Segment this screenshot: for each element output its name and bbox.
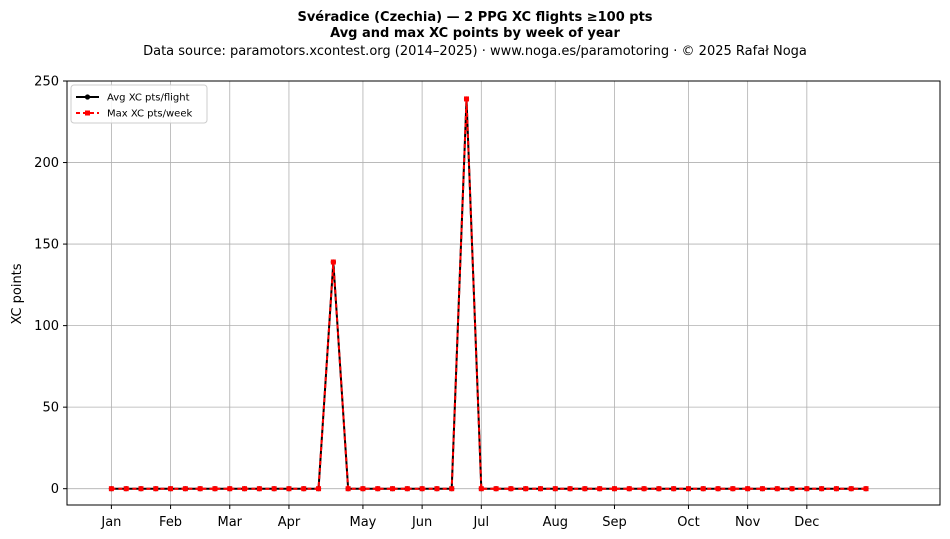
series-1-point-17 xyxy=(360,486,366,492)
legend-box xyxy=(70,84,208,124)
series-1-point-14 xyxy=(316,486,322,492)
legend-label-max: Max XC pts/week xyxy=(107,109,192,120)
x-tick-label-10: Nov xyxy=(735,515,761,530)
series-1-point-12 xyxy=(286,486,292,492)
series-1-point-39 xyxy=(685,486,691,492)
legend-marker-avg xyxy=(84,94,91,100)
series-1-point-7 xyxy=(212,486,218,492)
axes: 0 50 100 150 200 250 Jan Feb Mar Apr May Jun Jul Aug S… xyxy=(34,75,819,531)
series-1-point-31 xyxy=(567,486,573,492)
x-tick-label-11: Dec xyxy=(794,515,819,530)
series-1-point-20 xyxy=(404,486,410,492)
series-1-point-40 xyxy=(700,486,706,492)
series-1-point-5 xyxy=(182,486,188,492)
series-1-point-10 xyxy=(256,486,262,492)
series-1-point-43 xyxy=(745,486,751,492)
series-1-point-51 xyxy=(863,486,869,492)
x-tick-label-2: Mar xyxy=(217,515,242,530)
legend-marker-max xyxy=(85,110,90,116)
series-1-point-42 xyxy=(730,486,736,492)
y-tick-label-0: 0 xyxy=(51,482,59,497)
series-1-point-32 xyxy=(582,486,588,492)
series-1-point-9 xyxy=(242,486,248,492)
series-1-point-34 xyxy=(611,486,617,492)
series-1-point-22 xyxy=(434,486,440,492)
series-1-point-11 xyxy=(271,486,277,492)
series-1-point-21 xyxy=(419,486,425,492)
series-1-point-24 xyxy=(464,96,470,102)
series-1-point-30 xyxy=(552,486,558,492)
grid xyxy=(67,80,940,505)
series-line-1 xyxy=(111,97,867,490)
series-1-point-28 xyxy=(523,486,529,492)
series-1-point-25 xyxy=(478,486,484,492)
x-tick-label-0: Jan xyxy=(100,515,121,530)
series-1-point-38 xyxy=(671,486,677,492)
x-tick-label-3: Apr xyxy=(278,515,301,530)
x-tick-label-4: May xyxy=(349,515,376,530)
y-tick-label-4: 200 xyxy=(34,156,59,171)
x-tick-label-9: Oct xyxy=(677,515,699,530)
series-1-point-36 xyxy=(641,486,647,492)
series-1-point-13 xyxy=(301,486,307,492)
series-line-0 xyxy=(111,97,867,490)
series-1-point-3 xyxy=(153,486,159,492)
series-1-point-37 xyxy=(656,486,662,492)
series-layer xyxy=(108,96,869,492)
series-1-point-35 xyxy=(626,486,632,492)
x-tick-label-7: Aug xyxy=(543,515,568,530)
plot-frame xyxy=(66,80,941,506)
series-1-point-29 xyxy=(537,486,543,492)
series-1-point-45 xyxy=(774,486,780,492)
legend: Avg XC pts/flight Max XC pts/week xyxy=(70,84,208,124)
series-1-point-19 xyxy=(390,486,396,492)
chart-subtitle: Avg and max XC points by week of year xyxy=(330,26,620,41)
y-tick-label-3: 150 xyxy=(34,238,59,253)
series-1-point-33 xyxy=(597,486,603,492)
x-tick-label-6: Jul xyxy=(472,515,489,530)
series-1-point-44 xyxy=(759,486,765,492)
x-tick-label-8: Sep xyxy=(602,515,627,530)
y-axis-label: XC points xyxy=(10,263,25,324)
series-1-point-4 xyxy=(168,486,174,492)
y-tick-label-5: 250 xyxy=(34,75,59,90)
chart-title: Svéradice (Czechia) — 2 PPG XC flights ≥… xyxy=(297,10,652,25)
x-tick-label-5: Jun xyxy=(411,515,432,530)
series-1-point-1 xyxy=(123,486,129,492)
y-tick-label-2: 100 xyxy=(34,319,59,334)
series-1-point-6 xyxy=(197,486,203,492)
series-1-point-16 xyxy=(345,486,351,492)
series-1-point-2 xyxy=(138,486,144,492)
series-1-point-8 xyxy=(227,486,233,492)
series-1-point-47 xyxy=(804,486,810,492)
series-1-point-46 xyxy=(789,486,795,492)
series-1-point-50 xyxy=(848,486,854,492)
series-1-point-18 xyxy=(375,486,381,492)
legend-label-avg: Avg XC pts/flight xyxy=(107,93,190,104)
x-tick-label-1: Feb xyxy=(159,515,182,530)
series-1-point-41 xyxy=(715,486,721,492)
series-1-point-26 xyxy=(493,486,499,492)
series-1-point-49 xyxy=(833,486,839,492)
chart-source-note: Data source: paramotors.xcontest.org (20… xyxy=(143,44,807,59)
series-1-point-23 xyxy=(449,486,455,492)
series-1-point-0 xyxy=(108,486,114,492)
series-1-point-27 xyxy=(508,486,514,492)
series-1-point-15 xyxy=(330,259,336,265)
series-1-point-48 xyxy=(819,486,825,492)
y-tick-label-1: 50 xyxy=(42,401,59,416)
